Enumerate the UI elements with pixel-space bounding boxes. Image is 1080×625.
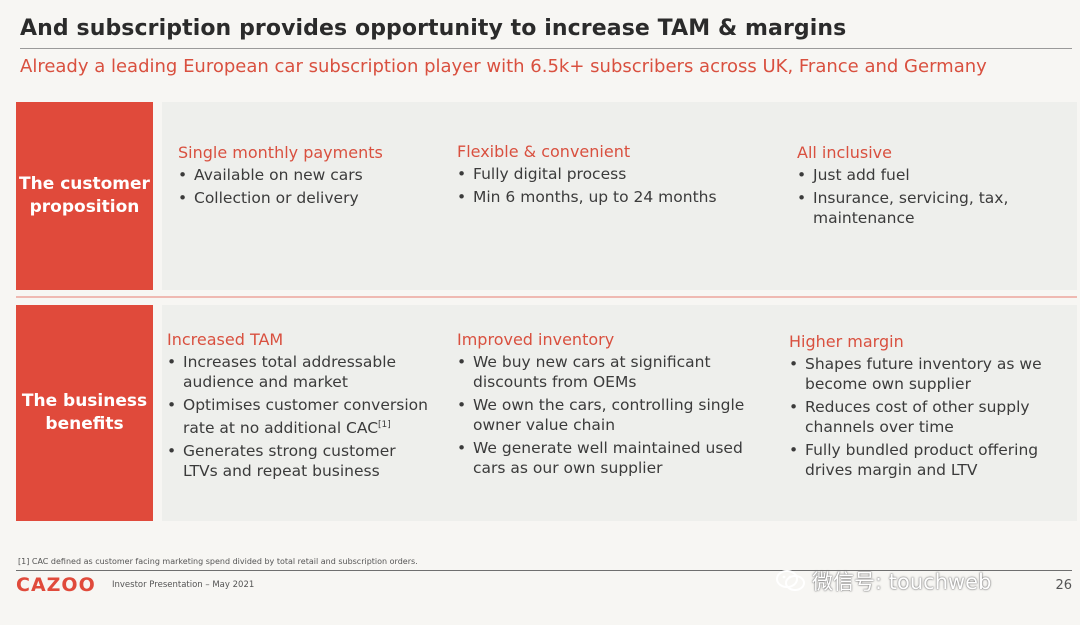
column-increased-tam: Increased TAM Increases total addressabl… bbox=[167, 330, 429, 484]
watermark-text: 微信号: touchweb bbox=[812, 570, 992, 594]
column-improved-inventory: Improved inventory We buy new cars at si… bbox=[457, 330, 769, 481]
column-heading: All inclusive bbox=[797, 143, 892, 162]
bullet-item: Shapes future inventory as we become own… bbox=[789, 354, 1061, 394]
column-higher-margin: Higher margin Shapes future inventory as… bbox=[789, 332, 1061, 483]
bullet-item: Insurance, servicing, tax, maintenance bbox=[797, 188, 1047, 228]
column-flexible-convenient: Flexible & convenient Fully digital proc… bbox=[457, 142, 767, 210]
column-heading: Improved inventory bbox=[457, 330, 615, 349]
presentation-label: Investor Presentation – May 2021 bbox=[112, 580, 255, 590]
bullet-item: Fully digital process bbox=[457, 164, 767, 184]
column-heading: Flexible & convenient bbox=[457, 142, 631, 161]
bullet-item: Collection or delivery bbox=[178, 188, 438, 208]
page-number: 26 bbox=[1055, 578, 1072, 593]
bullet-item: Min 6 months, up to 24 months bbox=[457, 187, 767, 207]
bullet-item: Available on new cars bbox=[178, 165, 438, 185]
bullet-item: Optimises customer conversion rate at no… bbox=[167, 395, 429, 438]
bullet-item: We generate well maintained used cars as… bbox=[457, 438, 769, 478]
column-single-monthly-payments: Single monthly payments Available on new… bbox=[178, 143, 438, 211]
bullet-item: We buy new cars at significant discounts… bbox=[457, 352, 769, 392]
bullet-item: Just add fuel bbox=[797, 165, 1047, 185]
footnote-ref: [1] bbox=[378, 420, 391, 430]
slide-subtitle: Already a leading European car subscript… bbox=[20, 56, 987, 77]
bullet-text: Optimises customer conversion rate at no… bbox=[183, 396, 428, 438]
bullet-item: Increases total addressable audience and… bbox=[167, 352, 429, 392]
wechat-watermark: 微信号: touchweb bbox=[776, 566, 991, 596]
bullet-item: Reduces cost of other supply channels ov… bbox=[789, 397, 1061, 437]
bullet-item: Generates strong customer LTVs and repea… bbox=[167, 441, 429, 481]
row-divider bbox=[16, 296, 1077, 298]
column-heading: Single monthly payments bbox=[178, 143, 383, 162]
column-heading: Increased TAM bbox=[167, 330, 284, 349]
cazoo-logo: CAZOO bbox=[16, 574, 96, 596]
title-divider bbox=[20, 48, 1072, 49]
bullet-item: Fully bundled product offering drives ma… bbox=[789, 440, 1061, 480]
bullet-item: We own the cars, controlling single owne… bbox=[457, 395, 769, 435]
footnote: [1] CAC defined as customer facing marke… bbox=[18, 557, 418, 566]
wechat-icon bbox=[776, 570, 805, 591]
row-label-business-benefits: The business benefits bbox=[16, 305, 153, 521]
column-heading: Higher margin bbox=[789, 332, 904, 351]
footer-divider bbox=[16, 570, 1072, 571]
slide-title: And subscription provides opportunity to… bbox=[20, 16, 847, 41]
row-label-customer-proposition: The customer proposition bbox=[16, 102, 153, 290]
column-all-inclusive: All inclusive Just add fuel Insurance, s… bbox=[797, 143, 1047, 231]
